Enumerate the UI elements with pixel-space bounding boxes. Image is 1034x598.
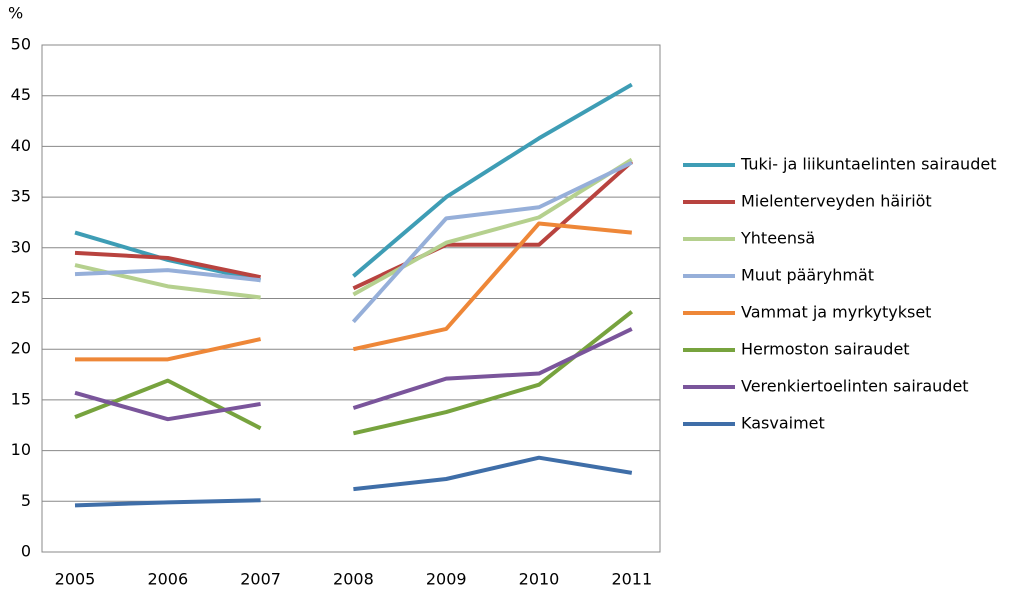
y-tick-label: 0 xyxy=(21,542,31,561)
legend-label: Muut pääryhmät xyxy=(741,266,874,285)
y-tick-label: 30 xyxy=(11,237,31,256)
series-line xyxy=(352,221,632,352)
series-line xyxy=(352,310,634,436)
x-tick-label: 2006 xyxy=(147,570,188,589)
series-line xyxy=(353,455,633,492)
legend-label: Yhteensä xyxy=(740,229,815,248)
series-line xyxy=(351,160,633,324)
y-tick-label: 50 xyxy=(11,35,31,54)
y-tick-label: 20 xyxy=(11,339,31,358)
series-line xyxy=(352,327,633,410)
y-axis-label: % xyxy=(8,4,23,23)
series-line xyxy=(74,378,262,431)
x-tick-label: 2007 xyxy=(240,570,281,589)
y-tick-label: 25 xyxy=(11,288,31,307)
series-line xyxy=(75,337,262,362)
y-tick-label: 5 xyxy=(21,491,31,510)
x-tick-label: 2010 xyxy=(519,570,560,589)
series-line xyxy=(74,250,262,280)
y-tick-label: 45 xyxy=(11,85,31,104)
legend-label: Mielenterveyden häiriöt xyxy=(741,192,932,211)
y-tick-label: 35 xyxy=(11,187,31,206)
legend-label: Verenkiertoelinten sairaudet xyxy=(741,377,969,396)
x-tick-label: 2009 xyxy=(426,570,467,589)
legend-label: Kasvaimet xyxy=(741,414,825,433)
x-tick-label: 2008 xyxy=(333,570,374,589)
series-line xyxy=(74,268,261,283)
y-tick-label: 10 xyxy=(11,440,31,459)
y-tick-label: 40 xyxy=(11,136,31,155)
series-line xyxy=(74,498,261,508)
legend-label: Hermoston sairaudet xyxy=(741,340,910,359)
legend-label: Tuki- ja liikuntaelinten sairaudet xyxy=(740,155,996,174)
y-tick-label: 15 xyxy=(11,389,31,408)
x-tick-label: 2011 xyxy=(611,570,652,589)
series-line xyxy=(74,390,261,422)
x-tick-label: 2005 xyxy=(55,570,96,589)
series-line xyxy=(352,82,633,278)
legend-label: Vammat ja myrkytykset xyxy=(741,303,931,322)
